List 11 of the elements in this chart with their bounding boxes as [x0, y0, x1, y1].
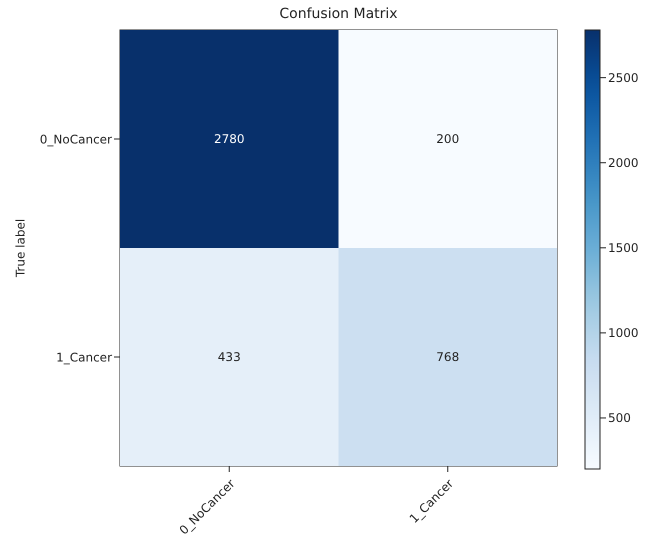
y-axis-title: True label — [13, 218, 28, 278]
data-label: 768 — [436, 350, 460, 364]
data-label: 2780 — [214, 132, 245, 146]
data-label: 433 — [218, 350, 241, 364]
color-bar-label: 1000 — [608, 326, 639, 340]
chart-title: Confusion Matrix — [278, 6, 399, 22]
data-label: 200 — [436, 132, 460, 146]
color-bar-label: 500 — [608, 411, 631, 426]
color-bar-label: 1500 — [608, 241, 639, 256]
color-bar-label: 2000 — [608, 156, 639, 170]
color-bar-label: 2500 — [608, 70, 639, 85]
